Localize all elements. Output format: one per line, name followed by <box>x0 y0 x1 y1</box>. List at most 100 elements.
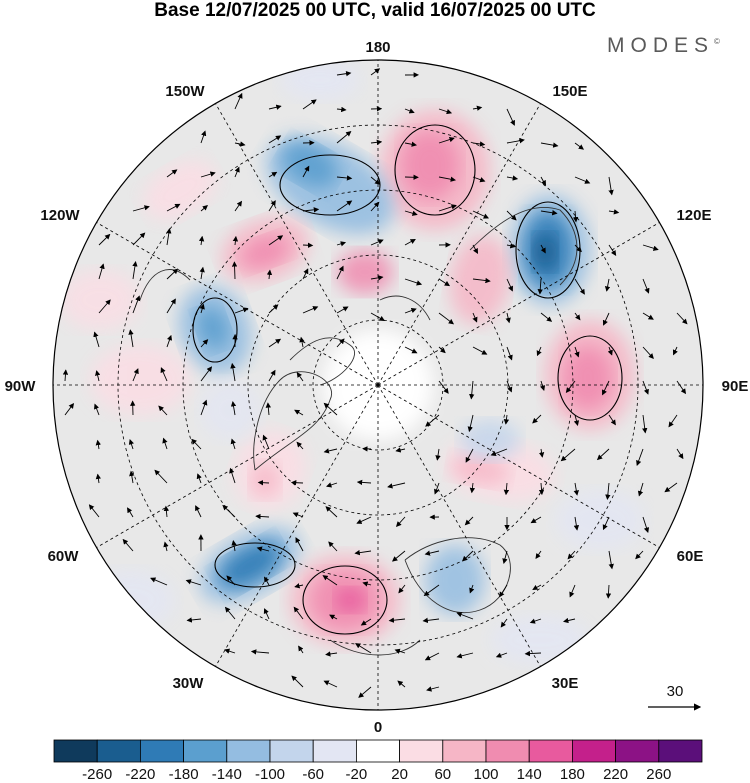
coastline <box>329 639 421 656</box>
wind-arrow <box>500 618 508 628</box>
colorbar-swatch <box>572 739 617 763</box>
wind-arrow <box>293 606 304 620</box>
wind-arrow <box>664 482 678 493</box>
wind-arrow <box>423 584 440 597</box>
contour-line <box>557 335 623 421</box>
colorbar-tick-label: -100 <box>255 766 285 783</box>
colorbar-tick-label: 100 <box>473 766 498 783</box>
wind-arrow <box>234 141 246 147</box>
wind-arrow <box>438 380 449 394</box>
wind-arrow <box>422 617 440 624</box>
wind-arrow <box>438 278 451 287</box>
wind-arrow <box>608 414 616 426</box>
map-disk <box>53 60 703 710</box>
wind-arrow <box>200 339 209 348</box>
wind-arrow <box>128 329 134 348</box>
anomaly-region <box>85 570 175 630</box>
wind-arrow <box>573 414 580 426</box>
wind-arrow <box>392 550 406 562</box>
wind-arrow <box>98 263 105 280</box>
anomaly-region <box>400 130 460 200</box>
wind-arrow <box>574 312 581 321</box>
wind-arrow <box>506 243 516 249</box>
wind-arrow <box>642 312 654 320</box>
anomaly-region <box>60 270 140 330</box>
colorbar-tick-label: 220 <box>603 766 628 783</box>
wind-arrow <box>404 210 418 216</box>
wind-arrow <box>404 346 418 354</box>
wind-arrow <box>132 368 139 382</box>
wind-arrow <box>424 550 440 556</box>
wind-arrow <box>635 550 644 560</box>
wind-arrow <box>98 299 111 314</box>
wind-arrow <box>326 482 338 488</box>
colorbar-swatch <box>355 739 400 763</box>
wind-arrow <box>574 142 585 150</box>
wind-arrow <box>506 210 517 221</box>
lon-label-30w: 30W <box>173 675 205 692</box>
graticule <box>53 60 703 710</box>
wind-arrow <box>356 516 372 524</box>
wind-arrow <box>268 135 282 144</box>
wind-arrow <box>676 380 687 395</box>
wind-arrow <box>540 176 547 186</box>
wind-arrow <box>268 104 282 110</box>
anomaly-region <box>450 454 510 486</box>
wind-arrow <box>434 482 440 495</box>
wind-arrow <box>524 650 542 657</box>
wind-arrow <box>226 575 236 586</box>
wind-arrow <box>495 652 508 658</box>
wind-arrow <box>257 479 270 486</box>
wind-arrow <box>296 371 304 382</box>
wind-arrow <box>469 584 475 594</box>
wind-arrow <box>362 581 372 587</box>
wind-arrow <box>574 176 591 184</box>
wind-arrow <box>336 241 347 247</box>
meridian-line <box>377 384 660 548</box>
wind-arrow <box>574 346 580 358</box>
wind-arrow <box>503 482 510 496</box>
latitude-circle <box>247 254 509 516</box>
wind-arrow <box>266 269 273 280</box>
colorbar-tick-label: 260 <box>646 766 671 783</box>
wind-arrow <box>642 346 654 359</box>
wind-arrow <box>185 579 202 586</box>
wind-arrow <box>438 108 453 115</box>
wind-arrow <box>302 165 310 178</box>
wind-arrow <box>538 448 545 458</box>
wind-arrow <box>323 680 338 688</box>
wind-arrow <box>328 541 338 552</box>
reference-vector-label: 30 <box>667 683 684 700</box>
lon-label-90w: 90W <box>5 378 37 395</box>
wind-arrow <box>64 402 75 416</box>
wind-arrow <box>532 584 542 590</box>
wind-arrow <box>262 434 270 450</box>
coastline <box>253 371 333 471</box>
wind-arrow <box>370 275 384 281</box>
wind-arrow <box>567 550 576 560</box>
wind-arrow <box>150 577 168 586</box>
wind-arrow <box>294 409 304 416</box>
colorbar-tick-label: 140 <box>517 766 542 783</box>
wind-arrow <box>370 68 381 76</box>
lon-label-180: 180 <box>365 39 390 56</box>
map-boundary <box>52 59 704 711</box>
brand-text: MODES <box>607 34 715 57</box>
colorbar-swatch <box>183 739 228 763</box>
anomaly-region <box>563 346 613 410</box>
wind-arrow <box>535 550 542 560</box>
wind-arrow <box>166 169 178 178</box>
coastlines <box>139 206 578 656</box>
wind-arrow <box>198 235 205 246</box>
wind-arrow <box>676 312 688 325</box>
wind-arrow <box>336 306 349 314</box>
anomaly-region <box>250 462 280 498</box>
wind-vectors <box>62 68 688 698</box>
wind-arrow <box>506 346 513 361</box>
wind-arrow <box>302 306 319 314</box>
colorbar-swatch <box>269 739 314 763</box>
meridian-line <box>377 103 541 386</box>
wind-arrow <box>472 176 486 183</box>
wind-arrow <box>229 467 236 484</box>
wind-arrow <box>290 480 304 486</box>
